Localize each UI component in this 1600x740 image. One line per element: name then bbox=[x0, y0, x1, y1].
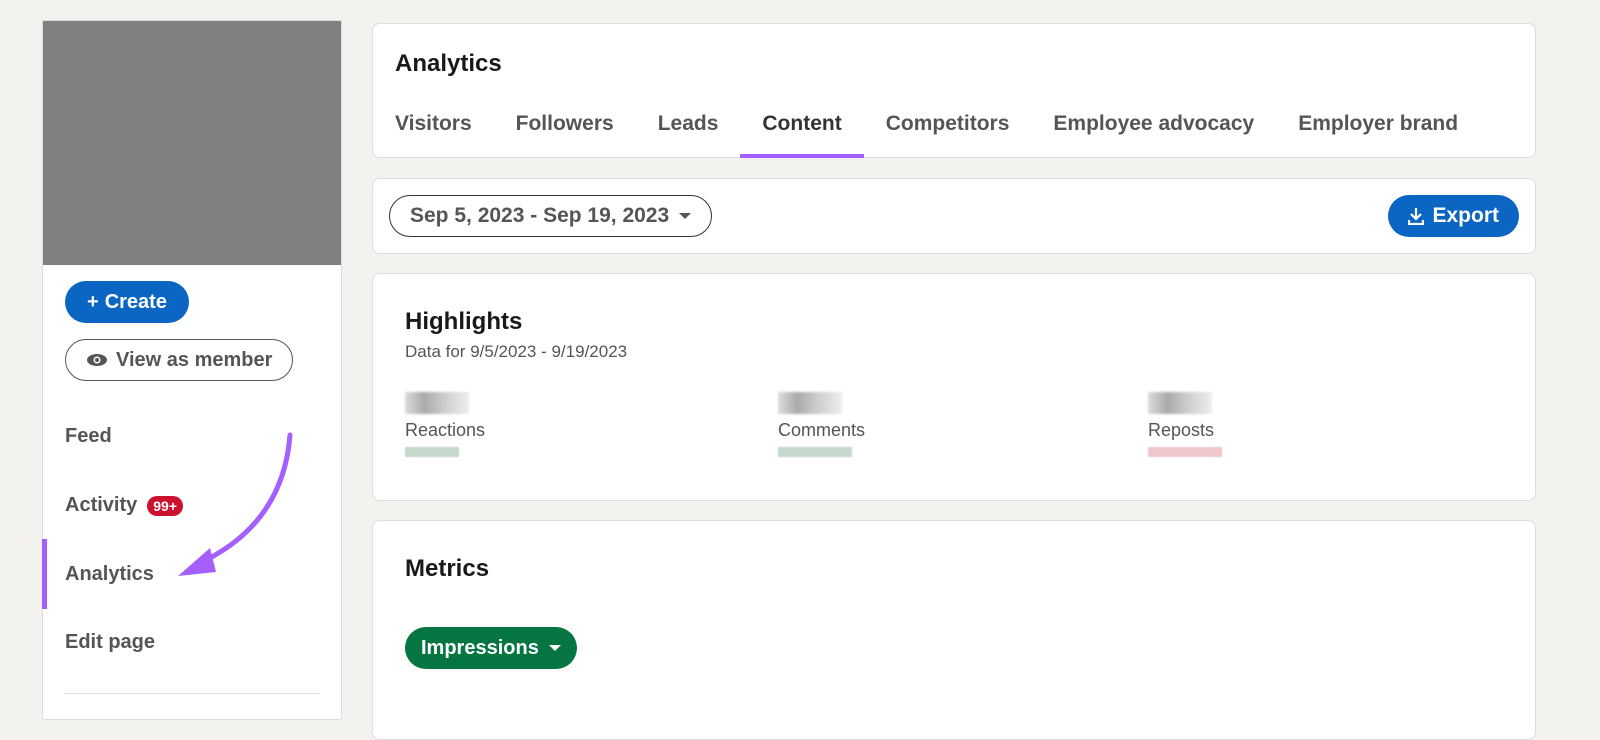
sidebar-item-analytics[interactable]: Analytics bbox=[65, 563, 154, 585]
highlight-reactions: Reactions bbox=[405, 392, 485, 457]
page-title: Analytics bbox=[395, 50, 502, 77]
notification-badge: 99+ bbox=[147, 495, 183, 516]
metric-dropdown[interactable]: Impressions bbox=[405, 627, 577, 669]
tab-followers[interactable]: Followers bbox=[515, 112, 614, 135]
tab-employer-brand[interactable]: Employer brand bbox=[1298, 112, 1459, 135]
sidebar: + Create View as member Feed Activity 99+ … bbox=[42, 20, 342, 720]
sidebar-item-edit-page[interactable]: Edit page bbox=[65, 631, 156, 653]
highlights-subtitle: Data for 9/5/2023 - 9/19/2023 bbox=[405, 342, 628, 361]
divider bbox=[65, 693, 319, 694]
metrics-title: Metrics bbox=[405, 555, 490, 582]
blurred-value bbox=[1148, 392, 1212, 414]
plus-icon: + bbox=[87, 290, 99, 313]
metrics-card: Metrics Impressions bbox=[372, 520, 1536, 740]
blurred-value bbox=[778, 392, 842, 414]
arrow-annotation-icon bbox=[178, 432, 293, 576]
export-button[interactable]: Export bbox=[1388, 195, 1519, 237]
highlight-reposts: Reposts bbox=[1148, 392, 1222, 457]
eye-icon bbox=[87, 354, 107, 366]
view-as-member-button[interactable]: View as member bbox=[65, 339, 294, 381]
sidebar-item-feed[interactable]: Feed bbox=[65, 425, 112, 447]
caret-down-icon bbox=[548, 645, 561, 651]
cover-image bbox=[43, 21, 341, 265]
blurred-change bbox=[1148, 447, 1222, 457]
download-icon bbox=[1408, 208, 1425, 225]
tab-bar: Visitors Followers Leads Content Competi… bbox=[373, 112, 1480, 158]
active-indicator bbox=[42, 539, 47, 609]
sidebar-item-activity[interactable]: Activity 99+ bbox=[65, 494, 183, 517]
highlight-comments: Comments bbox=[778, 392, 865, 457]
highlights-card: Highlights Data for 9/5/2023 - 9/19/2023… bbox=[372, 273, 1536, 501]
date-range-dropdown[interactable]: Sep 5, 2023 - Sep 19, 2023 bbox=[389, 195, 713, 237]
highlights-title: Highlights bbox=[405, 308, 523, 335]
create-button[interactable]: + Create bbox=[65, 281, 189, 323]
blurred-change bbox=[405, 447, 459, 457]
tab-competitors[interactable]: Competitors bbox=[885, 112, 1010, 135]
tab-employee-advocacy[interactable]: Employee advocacy bbox=[1053, 112, 1255, 135]
blurred-change bbox=[778, 447, 852, 457]
blurred-value bbox=[405, 392, 469, 414]
tab-visitors[interactable]: Visitors bbox=[395, 112, 472, 135]
tab-leads[interactable]: Leads bbox=[657, 112, 719, 135]
filter-bar: Sep 5, 2023 - Sep 19, 2023 Export bbox=[372, 178, 1536, 254]
analytics-header: Analytics Visitors Followers Leads Conte… bbox=[372, 23, 1536, 158]
caret-down-icon bbox=[679, 213, 692, 219]
tab-content[interactable]: Content bbox=[740, 112, 864, 158]
